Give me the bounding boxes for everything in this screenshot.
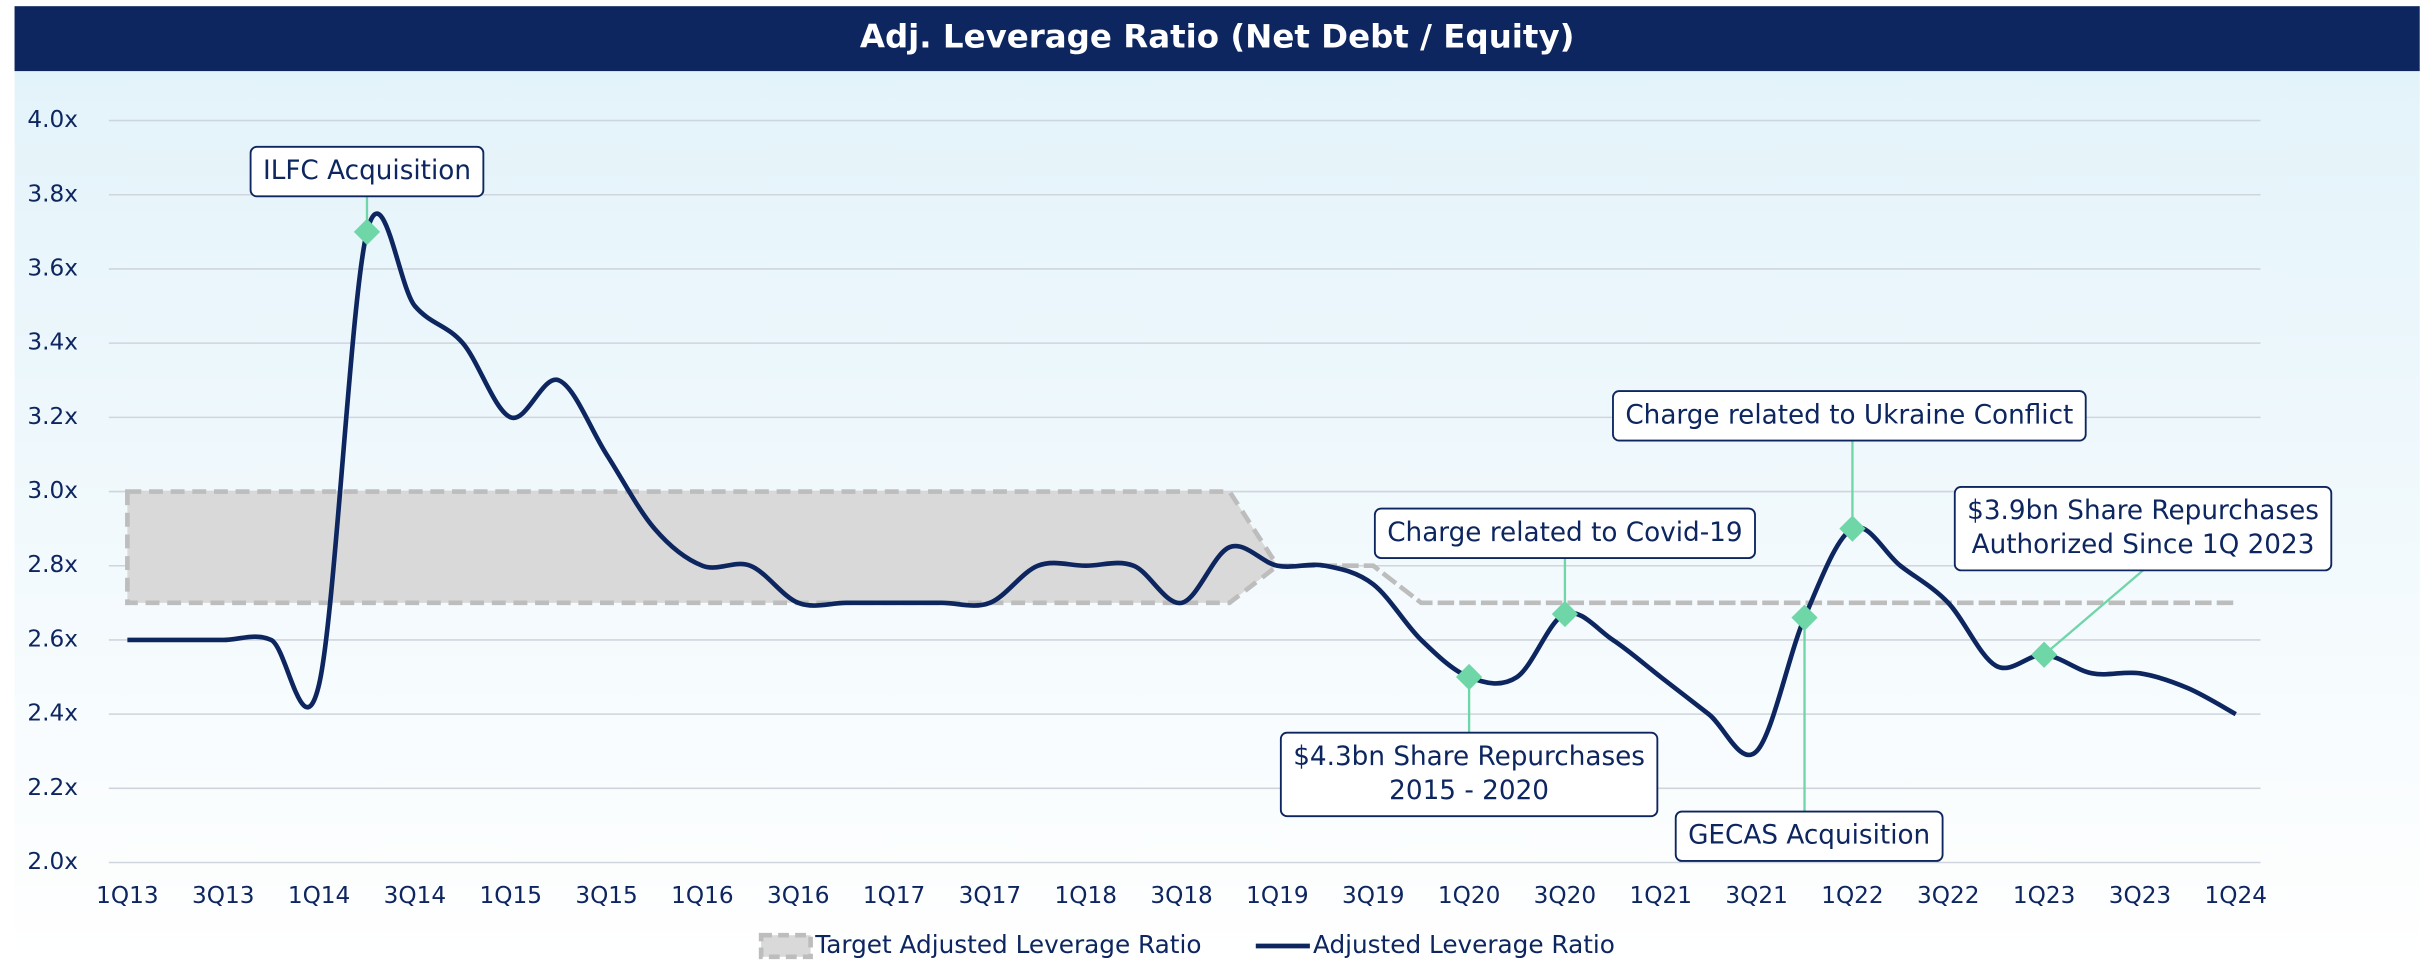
chart-title: Adj. Leverage Ratio (Net Debt / Equity) — [860, 18, 1575, 56]
x-tick-label: 1Q14 — [288, 882, 350, 909]
x-tick-label: 3Q21 — [1725, 882, 1787, 909]
x-tick-label: 1Q18 — [1055, 882, 1117, 909]
x-tick-label: 3Q19 — [1342, 882, 1404, 909]
y-tick-label: 2.4x — [27, 700, 78, 727]
x-tick-label: 1Q22 — [1821, 882, 1883, 909]
y-tick-label: 3.6x — [27, 254, 78, 281]
annotation-text: Charge related to Covid-19 — [1387, 518, 1742, 548]
x-tick-label: 3Q18 — [1150, 882, 1212, 909]
annotation: Charge related to Ukraine Conflict — [1612, 390, 2087, 529]
y-tick-label: 3.8x — [27, 180, 78, 207]
x-tick-label: 3Q16 — [767, 882, 829, 909]
x-tick-label: 3Q17 — [959, 882, 1021, 909]
y-tick-label: 2.2x — [27, 774, 78, 801]
annotation-marker — [353, 218, 381, 245]
annotation-box — [1612, 390, 2087, 442]
x-tick-label: 1Q24 — [2205, 882, 2267, 909]
x-tick-label: 3Q13 — [192, 882, 254, 909]
x-tick-label: 3Q14 — [384, 882, 446, 909]
legend-label: Adjusted Leverage Ratio — [1313, 930, 1615, 959]
x-tick-label: 1Q23 — [2013, 882, 2075, 909]
x-tick-label: 1Q20 — [1438, 882, 1500, 909]
annotation-text: Authorized Since 1Q 2023 — [1972, 530, 2315, 560]
annotation-box — [249, 145, 485, 198]
target-band — [125, 489, 2236, 606]
x-tick-label: 1Q17 — [863, 882, 925, 909]
x-tick-label: 3Q22 — [1917, 882, 1979, 909]
annotation: $4.3bn Share Repurchases 2015 - 2020 — [1279, 677, 1659, 818]
annotation: ILFC Acquisition — [249, 145, 485, 232]
annotation-box — [1373, 507, 1756, 559]
y-tick-label: 3.2x — [27, 403, 78, 430]
annotation-text: $3.9bn Share Repurchases — [1967, 496, 2319, 526]
y-tick-label: 2.8x — [27, 551, 78, 578]
annotation-text: ILFC Acquisition — [263, 156, 471, 186]
annotation-connector — [2043, 569, 2144, 656]
title-bar — [14, 6, 2420, 72]
x-tick-label: 1Q15 — [479, 882, 541, 909]
x-tick-label: 3Q20 — [1534, 882, 1596, 909]
y-tick-label: 2.6x — [27, 625, 78, 652]
y-tick-label: 3.4x — [27, 329, 78, 356]
x-tick-label: 1Q21 — [1630, 882, 1692, 909]
y-tick-label: 2.0x — [27, 848, 78, 875]
x-tick-label: 1Q19 — [1246, 882, 1308, 909]
annotation-text: GECAS Acquisition — [1688, 821, 1930, 851]
annotation-box — [1279, 731, 1659, 818]
annotation-box — [1674, 810, 1944, 862]
annotation-text: $4.3bn Share Repurchases — [1293, 742, 1645, 772]
x-tick-label: 3Q23 — [2109, 882, 2171, 909]
y-tick-label: 3.0x — [27, 477, 78, 504]
annotation: Charge related to Covid-19 — [1373, 507, 1756, 614]
x-tick-label: 1Q16 — [671, 882, 733, 909]
annotation: GECAS Acquisition — [1674, 617, 1944, 862]
x-tick-label: 3Q15 — [575, 882, 637, 909]
legend-label: Target Adjusted Leverage Ratio — [814, 930, 1201, 959]
annotation: $3.9bn Share Repurchases Authorized Since… — [1953, 485, 2333, 656]
legend-swatch — [758, 932, 813, 960]
annotation-text: Charge related to Ukraine Conflict — [1625, 400, 2073, 430]
y-tick-label: 4.0x — [27, 106, 78, 133]
x-tick-label: 1Q13 — [96, 882, 158, 909]
annotation-box — [1953, 485, 2333, 572]
annotation-text: 2015 - 2020 — [1389, 776, 1549, 806]
